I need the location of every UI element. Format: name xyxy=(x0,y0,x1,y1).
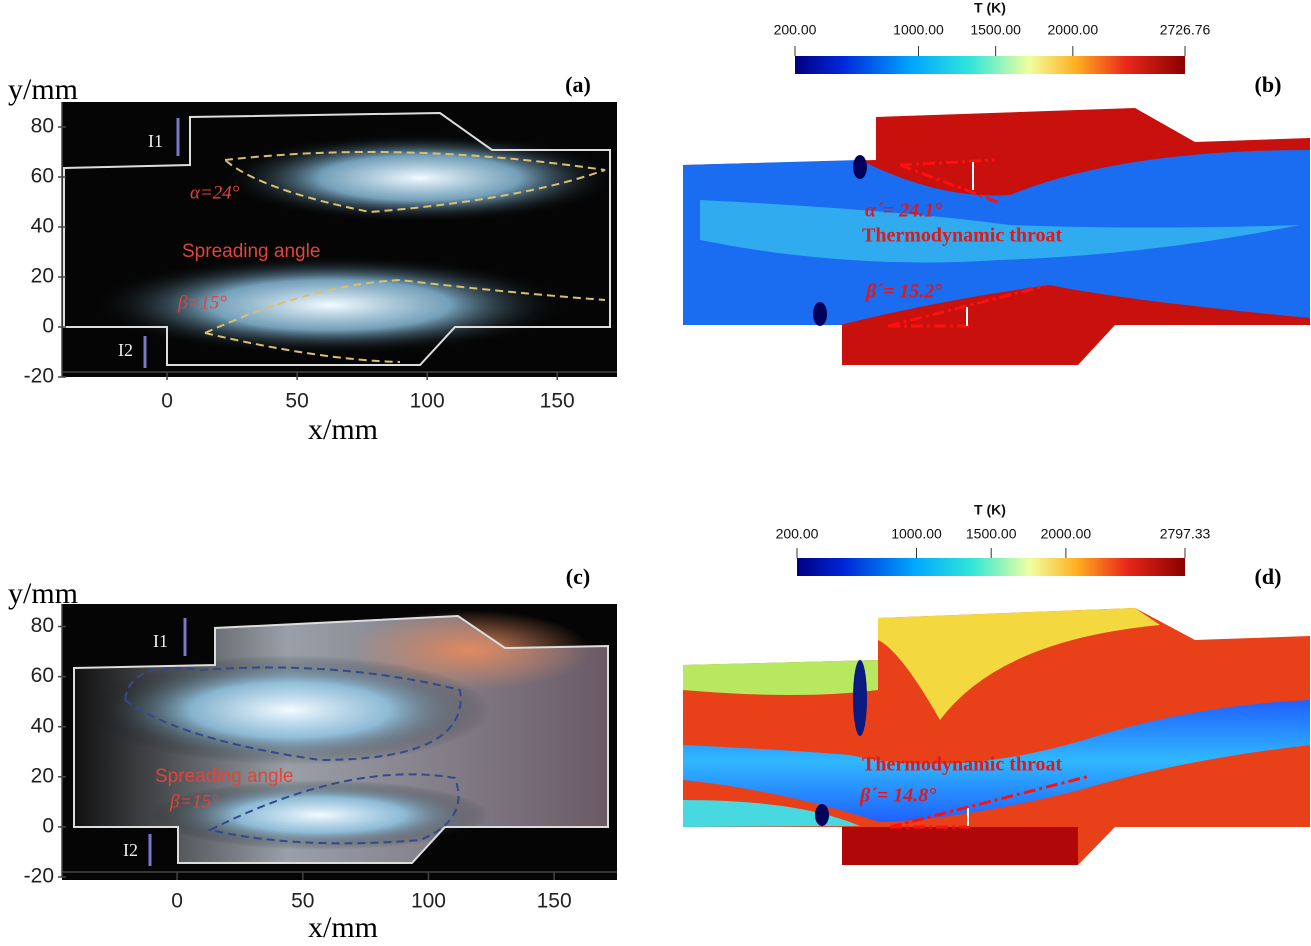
colorbar-tick-label: 1500.00 xyxy=(970,22,1021,38)
colorbar-tick-label: 1500.00 xyxy=(966,526,1017,542)
y-tick-label: 80 xyxy=(31,115,54,138)
y-tick-label: 20 xyxy=(31,265,54,288)
y-tick-label: 80 xyxy=(31,614,54,637)
y-tick-label: 0 xyxy=(42,814,54,837)
colorbar-tick-label: 200.00 xyxy=(776,526,819,542)
colorbar-title: T (K) xyxy=(974,0,1006,16)
x-axis-label: x/mm xyxy=(308,911,378,944)
annotation: Thermodynamic throat xyxy=(862,225,1063,247)
annotation: Thermodynamic throat xyxy=(862,754,1063,776)
colorbar-title: T (K) xyxy=(974,502,1006,518)
panel-label: (b) xyxy=(1255,72,1282,97)
panel-label: (a) xyxy=(565,72,591,97)
annotation: α´= 24.1° xyxy=(865,200,942,222)
x-tick-label: 150 xyxy=(540,390,575,413)
y-tick-label: 40 xyxy=(31,215,54,238)
inlet-label: I2 xyxy=(118,340,133,360)
contour-b xyxy=(683,56,1310,365)
x-tick-label: 150 xyxy=(537,890,572,913)
annotation: β´= 14.8° xyxy=(859,785,936,807)
colorbar-tick-label: 2797.33 xyxy=(1160,526,1211,542)
x-tick-label: 50 xyxy=(291,890,314,913)
annotation: Spreading angle xyxy=(182,241,320,262)
photo-a xyxy=(62,102,620,377)
colorbar-tick-label: 2000.00 xyxy=(1041,526,1092,542)
y-axis-label: y/mm xyxy=(8,577,78,610)
photo-c xyxy=(62,604,617,880)
contour-d xyxy=(683,558,1310,865)
panel-label: (d) xyxy=(1255,564,1282,589)
inlet-label: I1 xyxy=(153,631,168,651)
annotation: β=15° xyxy=(177,292,227,313)
colorbar-tick-label: 2000.00 xyxy=(1048,22,1099,38)
annotation: β´= 15.2° xyxy=(865,281,942,303)
x-tick-label: 0 xyxy=(161,390,173,413)
y-tick-label: 60 xyxy=(31,165,54,188)
y-tick-label: 60 xyxy=(31,664,54,687)
x-tick-label: 0 xyxy=(171,890,183,913)
colorbar-tick-label: 1000.00 xyxy=(891,526,942,542)
x-axis-label: x/mm xyxy=(308,413,378,446)
colorbar-tick-label: 200.00 xyxy=(774,22,817,38)
colorbar-tick-label: 1000.00 xyxy=(893,22,944,38)
x-tick-label: 50 xyxy=(285,390,308,413)
annotation: β=15° xyxy=(169,791,219,812)
y-tick-label: 40 xyxy=(31,714,54,737)
colorbar-tick-label: 2726.76 xyxy=(1160,22,1211,38)
panel-label: (c) xyxy=(566,564,590,589)
x-tick-label: 100 xyxy=(410,390,445,413)
annotation: Spreading angle xyxy=(155,766,293,787)
y-axis-label: y/mm xyxy=(8,73,78,106)
x-tick-label: 100 xyxy=(411,890,446,913)
y-tick-label: 20 xyxy=(31,764,54,787)
y-tick-label: -20 xyxy=(24,865,54,888)
y-tick-label: 0 xyxy=(42,315,54,338)
annotation: α=24° xyxy=(190,182,240,203)
y-tick-label: -20 xyxy=(24,365,54,388)
inlet-label: I1 xyxy=(148,131,163,151)
inlet-label: I2 xyxy=(123,840,138,860)
